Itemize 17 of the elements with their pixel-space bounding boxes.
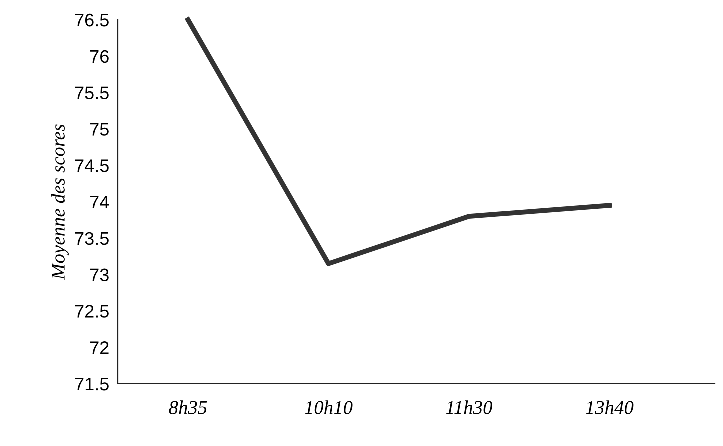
- y-tick-label: 74: [90, 196, 110, 209]
- x-tick-label: 10h10: [305, 400, 353, 414]
- y-tick-label: 75: [90, 123, 109, 136]
- y-tick-label: 71.5: [75, 378, 109, 391]
- y-tick-label: 76.5: [75, 14, 109, 27]
- x-tick-label: 11h30: [446, 400, 493, 414]
- y-tick-label: 74.5: [75, 160, 109, 172]
- y-tick-label: 73: [90, 268, 109, 282]
- x-tick-label: 8h35: [169, 400, 208, 414]
- y-tick-label: 75.5: [75, 86, 109, 100]
- line-series: [186, 18, 612, 266]
- x-tick-label: 13h40: [586, 400, 634, 414]
- y-tick-label: 76: [90, 50, 109, 64]
- y-tick-label: 72: [90, 342, 109, 354]
- y-axis-title: Moyenne des scores: [51, 124, 69, 280]
- y-tick-label: 73.5: [75, 232, 109, 246]
- y-tick-label: 72.5: [75, 305, 109, 318]
